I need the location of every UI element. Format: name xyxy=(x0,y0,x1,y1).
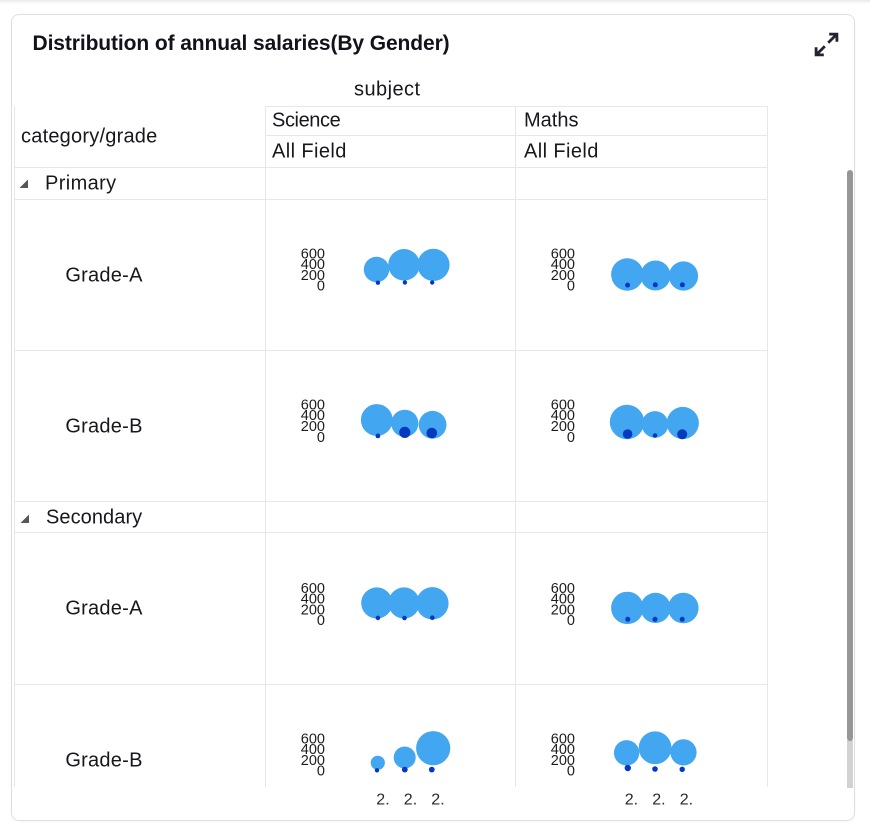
svg-text:400: 400 xyxy=(551,742,575,758)
svg-text:400: 400 xyxy=(551,408,575,424)
svg-text:600: 600 xyxy=(551,732,575,748)
svg-text:0: 0 xyxy=(567,430,575,446)
svg-text:2.: 2. xyxy=(431,792,444,809)
svg-text:600: 600 xyxy=(551,581,575,597)
svg-text:0: 0 xyxy=(567,613,575,629)
svg-text:0: 0 xyxy=(567,279,575,295)
svg-text:2.: 2. xyxy=(652,792,665,809)
svg-text:2.: 2. xyxy=(625,792,638,809)
svg-text:200: 200 xyxy=(551,753,575,769)
svg-text:2.: 2. xyxy=(404,792,417,809)
svg-text:0: 0 xyxy=(317,430,325,446)
svg-text:200: 200 xyxy=(301,753,325,769)
svg-text:2.: 2. xyxy=(680,792,693,809)
svg-text:0: 0 xyxy=(317,764,325,780)
svg-text:400: 400 xyxy=(301,257,325,273)
svg-text:0: 0 xyxy=(317,613,325,629)
svg-text:200: 200 xyxy=(551,602,575,618)
svg-text:600: 600 xyxy=(551,247,575,263)
svg-text:2.: 2. xyxy=(376,792,389,809)
svg-text:600: 600 xyxy=(301,581,325,597)
svg-text:200: 200 xyxy=(301,419,325,435)
svg-text:400: 400 xyxy=(551,592,575,608)
svg-text:200: 200 xyxy=(301,602,325,618)
svg-text:600: 600 xyxy=(551,397,575,413)
svg-text:600: 600 xyxy=(301,397,325,413)
svg-text:200: 200 xyxy=(551,419,575,435)
svg-text:200: 200 xyxy=(301,268,325,284)
svg-text:600: 600 xyxy=(301,247,325,263)
svg-text:400: 400 xyxy=(301,592,325,608)
svg-text:0: 0 xyxy=(317,279,325,295)
svg-text:200: 200 xyxy=(551,268,575,284)
svg-text:600: 600 xyxy=(301,732,325,748)
svg-text:400: 400 xyxy=(301,742,325,758)
svg-text:400: 400 xyxy=(301,408,325,424)
svg-text:0: 0 xyxy=(567,764,575,780)
svg-text:400: 400 xyxy=(551,257,575,273)
